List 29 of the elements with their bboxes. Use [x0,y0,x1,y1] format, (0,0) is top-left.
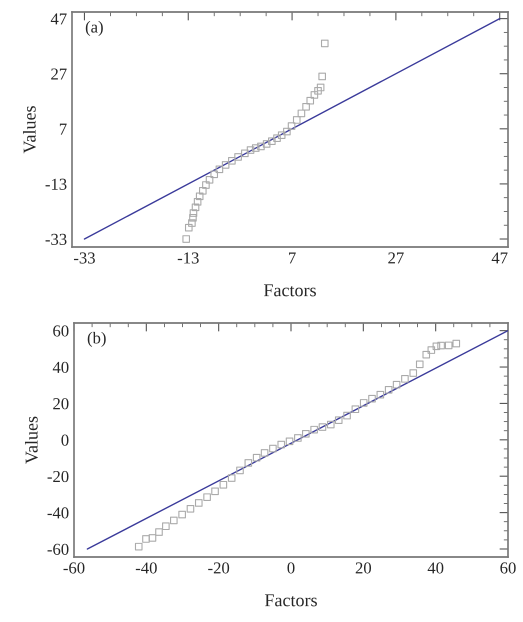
y-axis-title: Values [22,106,36,154]
x-tick-label: 7 [289,252,296,264]
x-tick-label: -20 [208,562,230,574]
x-tick-label: 20 [356,562,372,574]
y-tick-label: 20 [53,398,69,410]
annotation: (b) [88,332,106,347]
x-tick-label: -33 [74,252,95,264]
x-tick-label: 60 [500,562,516,574]
annotation: (a) [86,20,103,36]
x-tick-label: 27 [388,252,404,264]
y-tick-label: -60 [48,544,69,555]
y-tick-label: -40 [48,507,69,519]
y-tick-label: -20 [48,470,69,482]
y-tick-label: -33 [46,234,66,245]
x-tick-label: 0 [287,562,295,574]
y-tick-label: 0 [61,434,69,446]
x-tick-label: 47 [492,252,508,264]
y-tick-label: 7 [60,124,67,135]
x-tick-label: -13 [178,252,199,264]
y-tick-label: 60 [53,325,69,337]
x-tick-label: 40 [428,562,444,574]
x-tick-label: -40 [136,562,157,574]
x-axis-title: Factors [264,284,316,296]
y-axis-title: Values [24,416,38,464]
y-tick-label: 40 [52,362,69,373]
y-tick-label: -13 [46,178,66,190]
y-tick-label: 47 [50,13,67,24]
y-tick-label: 27 [51,68,67,80]
x-axis-title: Factors [264,594,317,606]
